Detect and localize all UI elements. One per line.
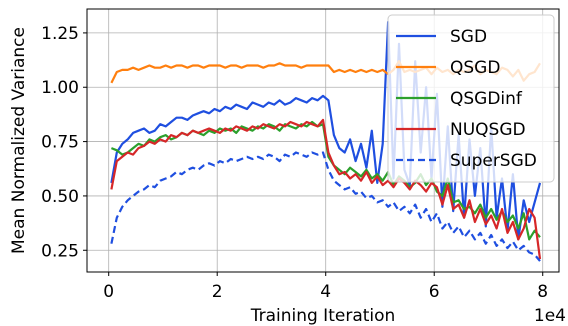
x-tick-label: 2 xyxy=(212,282,223,302)
x-tick-label: 4 xyxy=(320,282,331,302)
legend-label-nuqsgd: NUQSGD xyxy=(450,120,526,140)
y-axis-ticks: 0.25 0.50 0.75 1.00 1.25 xyxy=(41,24,87,261)
y-tick-label: 1.25 xyxy=(41,24,79,44)
x-axis-ticks: 0 2 4 6 8 xyxy=(103,272,548,302)
y-tick-label: 0.25 xyxy=(41,241,79,261)
legend-label-qsgd: QSGD xyxy=(450,58,500,78)
legend-label-supersgd: SuperSGD xyxy=(450,151,537,171)
y-tick-label: 0.50 xyxy=(41,187,79,207)
legend-label-sgd: SGD xyxy=(450,27,487,47)
y-axis-label: Mean Normalized Variance xyxy=(9,27,29,254)
x-axis-multiplier: 1e4 xyxy=(534,306,566,326)
series-line-supersgd xyxy=(110,151,541,262)
y-tick-label: 0.75 xyxy=(41,133,79,153)
y-tick-label: 1.00 xyxy=(41,78,79,98)
plot-frame xyxy=(86,8,560,273)
legend: SGD QSGD QSGDinf NUQSGD SuperSGD xyxy=(387,14,555,183)
legend-box xyxy=(387,14,555,183)
legend-label-qsgdinf: QSGDinf xyxy=(450,89,523,109)
x-tick-label: 8 xyxy=(537,282,548,302)
x-axis-label: Training Iteration xyxy=(250,306,396,326)
x-tick-label: 6 xyxy=(429,282,440,302)
x-tick-label: 0 xyxy=(103,282,114,302)
series-line-nuqsgd xyxy=(110,118,542,260)
